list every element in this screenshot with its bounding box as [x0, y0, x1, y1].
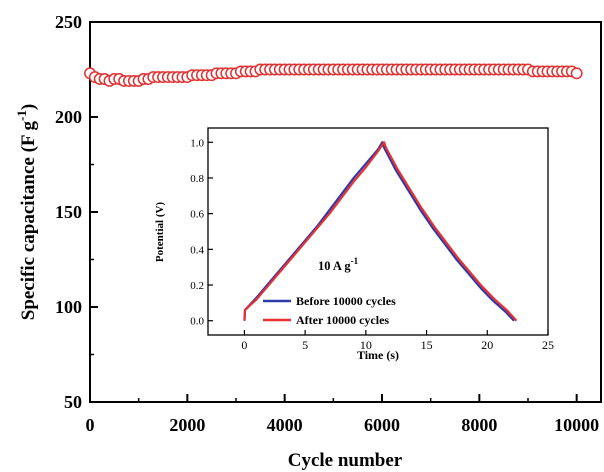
main-x-axis: 0 2000 4000 6000 8000 10000: [86, 394, 599, 435]
inset-y-tick-label: 0.6: [190, 209, 204, 221]
main-y-axis: 50 100 150 200 250: [55, 12, 98, 412]
main-series-points: [84, 63, 583, 87]
inset-y-tick-label: 0.4: [190, 244, 204, 256]
series-line-after: [243, 141, 518, 322]
inset-x-tick-label: 0: [241, 338, 247, 352]
main-y-axis-title-superscript: -1: [14, 110, 29, 121]
main-y-axis-title-text: Specific capacitance (F g: [18, 120, 39, 320]
main-y-tick-label: 50: [64, 392, 82, 412]
inset-annotation: 10 A g-1: [318, 256, 359, 273]
inset-y-axis: 0.0 0.2 0.4 0.6 0.8 1.0: [190, 137, 213, 328]
inset-annotation-superscript: -1: [351, 256, 359, 266]
main-y-tick-label: 250: [55, 12, 82, 32]
main-x-tick-label: 0: [86, 415, 95, 435]
inset-legend: Before 10000 cycles After 10000 cycles: [263, 294, 396, 327]
main-data-point: [570, 67, 583, 80]
main-y-tick-label: 150: [55, 202, 82, 222]
main-y-tick-label: 200: [55, 107, 82, 127]
inset-y-tick-label: 0.2: [190, 280, 204, 292]
inset-y-tick-label: 1.0: [190, 137, 204, 149]
main-x-axis-title: Cycle number: [288, 450, 403, 471]
series-line-before: [243, 141, 515, 322]
inset-annotation-text: 10 A g: [318, 259, 351, 273]
inset-series-lines: [243, 141, 518, 322]
main-y-axis-title: Specific capacitance (F g-1): [14, 104, 39, 320]
legend-label-before: Before 10000 cycles: [296, 294, 396, 308]
inset-x-tick-label: 15: [421, 338, 433, 352]
inset-x-tick-label: 25: [542, 338, 554, 352]
main-y-tick-label: 100: [55, 297, 82, 317]
inset-y-tick-label: 0.8: [190, 173, 204, 185]
main-x-tick-label: 4000: [267, 415, 303, 435]
main-x-tick-label: 10000: [554, 415, 599, 435]
inset-x-tick-label: 20: [481, 338, 493, 352]
inset-y-axis-title: Potential (V): [154, 202, 166, 263]
inset-x-tick-label: 5: [302, 338, 308, 352]
inset-x-axis: 0 5 10 15 20 25: [241, 330, 554, 352]
inset-y-tick-label: 0.0: [190, 316, 204, 328]
main-x-tick-label: 6000: [364, 415, 400, 435]
inset-x-axis-title: Time (s): [357, 348, 399, 362]
main-x-tick-label: 8000: [461, 415, 497, 435]
main-y-axis-title-close: ): [18, 104, 39, 110]
legend-label-after: After 10000 cycles: [296, 313, 389, 327]
inset-x-tick-label: 10: [360, 338, 372, 352]
inset-plot-frame: [207, 127, 549, 336]
main-x-tick-label: 2000: [169, 415, 205, 435]
